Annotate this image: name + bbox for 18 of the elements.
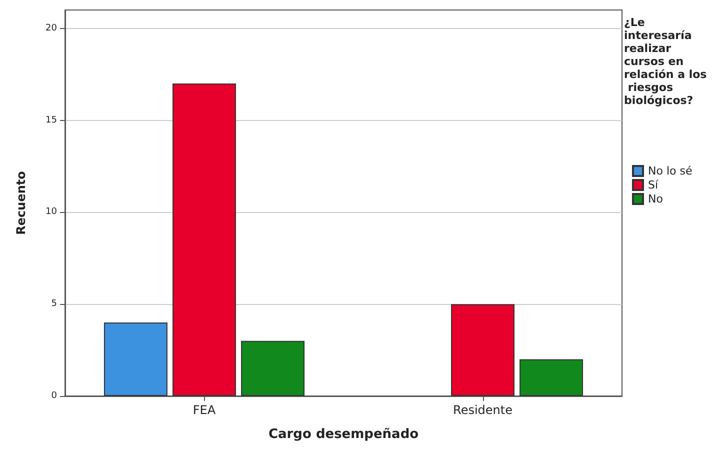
- bar: [172, 84, 236, 396]
- bar: [451, 304, 514, 396]
- y-tick-label: 0: [51, 391, 58, 401]
- y-tick-label: 15: [46, 115, 57, 126]
- y-tick-label: 10: [46, 207, 58, 218]
- y-axis-title: Recuento: [14, 171, 28, 235]
- bar: [104, 322, 168, 396]
- x-axis-title: Cargo desempeñado: [268, 427, 419, 442]
- bar: [241, 340, 305, 396]
- bar: [520, 359, 584, 396]
- x-tick-label: Residente: [453, 403, 512, 417]
- legend-label: No lo sé: [648, 164, 692, 178]
- legend-label: No: [648, 192, 664, 206]
- y-tick-label: 20: [46, 23, 58, 34]
- legend-title: ¿Le interesaría realizar cursos en relación a los riesgos biológicos?: [624, 16, 708, 107]
- x-tick-label: FEA: [192, 403, 216, 417]
- legend-label: Sí: [648, 178, 659, 192]
- y-tick-label: 5: [51, 299, 57, 310]
